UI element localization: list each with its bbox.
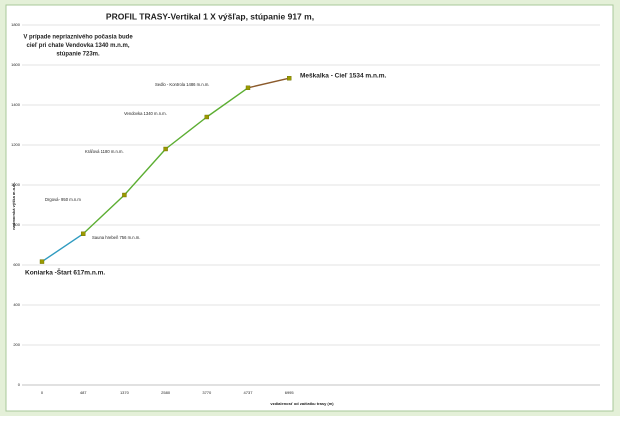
- note: cieľ pri chate Vendovka 1340 m.n.m,: [26, 43, 129, 49]
- line-segment: [165, 116, 208, 150]
- point-label: Sauna hrebeň 756 m.n.m.: [92, 235, 140, 240]
- x-tick-label: 1370: [120, 390, 130, 395]
- y-tick-label: 400: [13, 302, 20, 307]
- chart-area: [5, 4, 614, 412]
- y-tick-label: 600: [13, 262, 20, 267]
- y-tick-label: 0: [18, 382, 21, 387]
- marker: [204, 114, 210, 120]
- y-tick-label: 1000: [11, 182, 21, 187]
- point-label: Drgová- 950 m.n.m: [45, 197, 81, 202]
- y-axis-label: nadmorská výška m.n.m.: [11, 182, 16, 230]
- marker: [122, 192, 127, 198]
- y-tick-label: 200: [13, 342, 20, 347]
- line-segment: [41, 233, 84, 263]
- point-label: Kráľová 1180 m.n.m.: [85, 149, 124, 154]
- marker: [245, 85, 251, 91]
- line-segment: [206, 87, 249, 118]
- point-label: Vendovka 1340 m.n.m.: [124, 111, 167, 116]
- y-tick-label: 1800: [11, 22, 21, 27]
- line-segment: [247, 77, 290, 89]
- note: V prípade nepriaznivého počasia bude: [23, 35, 133, 41]
- y-tick-label: 1200: [11, 142, 21, 147]
- line-segment: [123, 148, 167, 196]
- marker: [287, 75, 292, 81]
- x-tick-label: 0: [41, 390, 44, 395]
- chart-title: PROFIL TRASY-Vertikal 1 X výšľap, stúpan…: [106, 11, 314, 21]
- x-tick-label: 6995: [285, 390, 295, 395]
- y-tick-label: 1600: [11, 62, 21, 67]
- x-tick-label: 3770: [202, 390, 212, 395]
- x-axis-label: vzdialenosť od začiatku trasy (m): [270, 401, 334, 406]
- marker: [163, 146, 168, 152]
- x-tick-label: 2580: [161, 390, 171, 395]
- point-label: Sedlo - Kontrola 1486 m.n.m.: [155, 82, 209, 87]
- line-segment: [82, 194, 125, 235]
- y-tick-label: 1400: [11, 102, 21, 107]
- marker: [80, 231, 86, 237]
- note: stúpanie 723m.: [56, 52, 100, 58]
- y-tick-label: 800: [13, 222, 20, 227]
- marker: [39, 259, 45, 264]
- point-label: Meškalka - Cieľ 1534 m.n.m.: [300, 73, 387, 80]
- x-tick-label: 4737: [244, 390, 254, 395]
- point-label: Koniarka -Štart 617m.n.m.: [25, 268, 105, 277]
- x-tick-label: 487: [80, 390, 87, 395]
